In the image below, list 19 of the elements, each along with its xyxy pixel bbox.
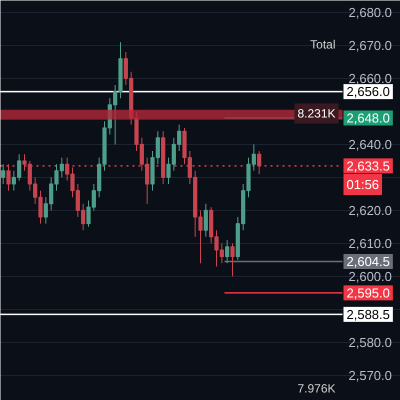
ref-line-label: 2,595.0 xyxy=(346,285,390,300)
annotation: 01:56 xyxy=(346,177,380,192)
ref-line-label: 2,656.0 xyxy=(346,84,390,100)
annotation: 7.976K xyxy=(297,382,336,396)
ref-line-label: 2,588.5 xyxy=(346,306,390,322)
y-tick-label: 2,600.0 xyxy=(348,268,392,284)
ref-line-label: 2,633.5 xyxy=(346,158,390,174)
y-tick-label: 2,620.0 xyxy=(348,202,392,218)
y-tick-label: 2,580.0 xyxy=(348,334,392,350)
y-tick-label: 2,570.0 xyxy=(348,368,392,383)
y-tick-label: 2,610.0 xyxy=(348,236,392,251)
y-tick-label: 2,640.0 xyxy=(348,136,392,152)
annotation: Total xyxy=(310,38,336,52)
ref-line-label: 2,648.0 xyxy=(346,110,390,126)
y-tick-label: 2,680.0 xyxy=(348,4,392,20)
ref-line-label: 2,604.5 xyxy=(346,254,390,270)
y-tick-label: 2,670.0 xyxy=(348,38,392,53)
annotation: 8.231K xyxy=(297,106,336,120)
y-tick-label: 2,660.0 xyxy=(348,70,392,86)
